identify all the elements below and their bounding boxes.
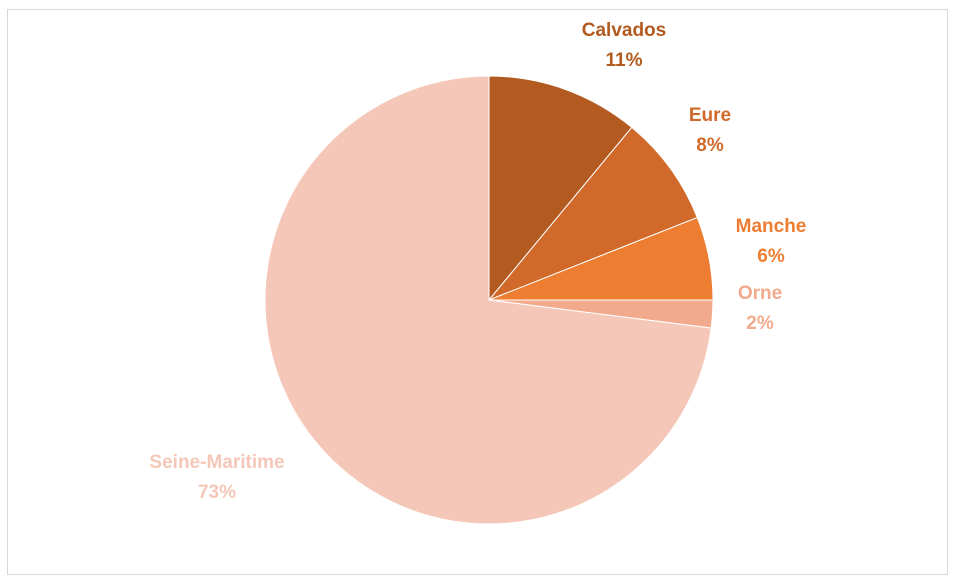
pie-slice-eure (488, 126, 698, 301)
pie-slice-calvados (488, 75, 633, 302)
slice-name-label: Seine-Maritime (149, 452, 284, 473)
slice-percent-label: 8% (696, 135, 724, 156)
slice-name-label: Manche (736, 216, 807, 237)
slice-name-label: Calvados (582, 20, 666, 41)
pie-slice-seine-maritime (264, 75, 712, 525)
pie-slices (264, 75, 714, 525)
slice-percent-label: 6% (757, 246, 785, 267)
slice-percent-label: 2% (746, 313, 774, 334)
slice-percent-label: 11% (606, 50, 643, 71)
slice-percent-label: 73% (198, 482, 236, 503)
slice-name-label: Eure (689, 105, 731, 126)
pie-labels: Calvados 11% Eure 8% Manche 6% Orne 2% Seine-Mar… (149, 20, 806, 503)
slice-name-label: Orne (738, 283, 782, 304)
